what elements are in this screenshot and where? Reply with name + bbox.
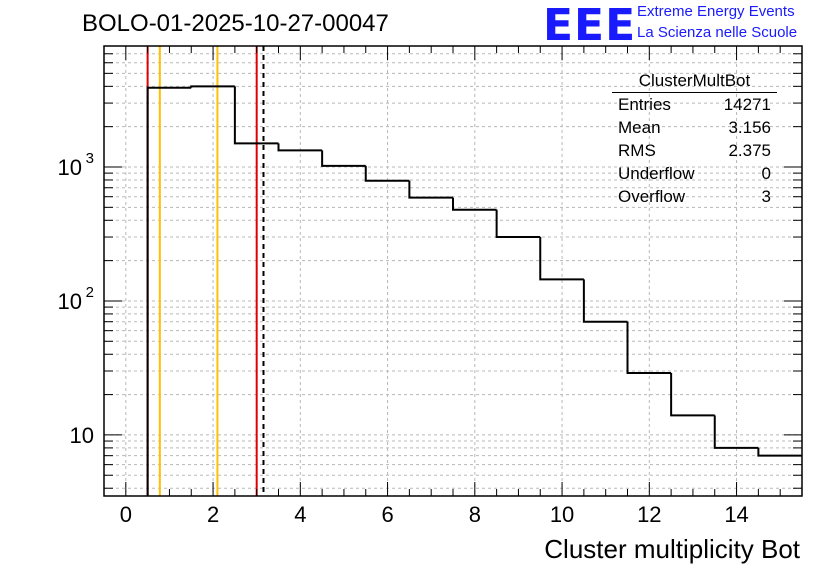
histogram-bin — [757, 447, 802, 457]
y-tick-label-exponent: 2 — [86, 284, 94, 301]
stats-row-rms: RMS 2.375 — [612, 139, 777, 162]
stats-value: 0 — [761, 164, 771, 183]
x-tick-label: 12 — [637, 502, 661, 527]
stats-label: RMS — [618, 141, 656, 160]
stats-value: 3.156 — [728, 118, 771, 137]
eee-logo: EEE — [543, 0, 637, 51]
stats-label: Underflow — [618, 164, 695, 183]
x-tick-label: 14 — [724, 502, 748, 527]
y-tick-label: 10 — [58, 289, 82, 314]
x-tick-label: 0 — [120, 502, 132, 527]
histogram-bin — [321, 150, 366, 167]
stats-title: ClusterMultBot — [612, 70, 777, 93]
x-axis-label: Cluster multiplicity Bot — [544, 534, 800, 564]
histogram-bars — [146, 85, 802, 496]
stats-value: 2.375 — [728, 141, 771, 160]
x-tick-label: 10 — [550, 502, 574, 527]
y-tick-label: 10 — [70, 423, 94, 448]
histogram-bin — [539, 237, 584, 281]
histogram-bin — [146, 86, 192, 496]
histogram-bin — [364, 165, 410, 182]
logo-line-2: La Scienza nelle Scuole — [637, 24, 798, 41]
histogram-bin — [626, 321, 672, 374]
axis-ticks — [103, 45, 803, 496]
y-tick-label: 10 — [58, 155, 82, 180]
histogram-bin — [495, 209, 541, 239]
stats-row-overflow: Overflow 3 — [612, 185, 777, 208]
stats-row-entries: Entries 14271 — [612, 93, 777, 116]
histogram-bin — [582, 279, 628, 323]
histogram-bin — [277, 143, 323, 152]
stats-box: ClusterMultBot Entries 14271 Mean 3.156 … — [612, 70, 777, 208]
stats-label: Entries — [618, 95, 671, 114]
x-tick-label: 2 — [207, 502, 219, 527]
vertical-lines — [146, 46, 265, 496]
y-tick-label-exponent: 3 — [86, 150, 94, 167]
histogram-bin — [190, 85, 235, 88]
stats-label: Mean — [618, 118, 661, 137]
histogram-bin — [452, 197, 497, 211]
histogram-bin — [233, 86, 279, 145]
histogram-bin — [713, 415, 759, 449]
stats-row-underflow: Underflow 0 — [612, 162, 777, 185]
x-tick-label: 8 — [469, 502, 481, 527]
histogram-bin — [670, 372, 715, 417]
stats-value: 3 — [761, 187, 771, 206]
stats-label: Overflow — [618, 187, 686, 206]
stats-value: 14271 — [723, 95, 771, 114]
logo-line-1: Extreme Energy Events — [637, 3, 795, 20]
stats-row-mean: Mean 3.156 — [612, 116, 777, 139]
plot-title: BOLO-01-2025-10-27-00047 — [82, 10, 389, 37]
histogram-bin — [408, 180, 453, 199]
x-tick-label: 6 — [381, 502, 393, 527]
x-tick-label: 4 — [294, 502, 306, 527]
